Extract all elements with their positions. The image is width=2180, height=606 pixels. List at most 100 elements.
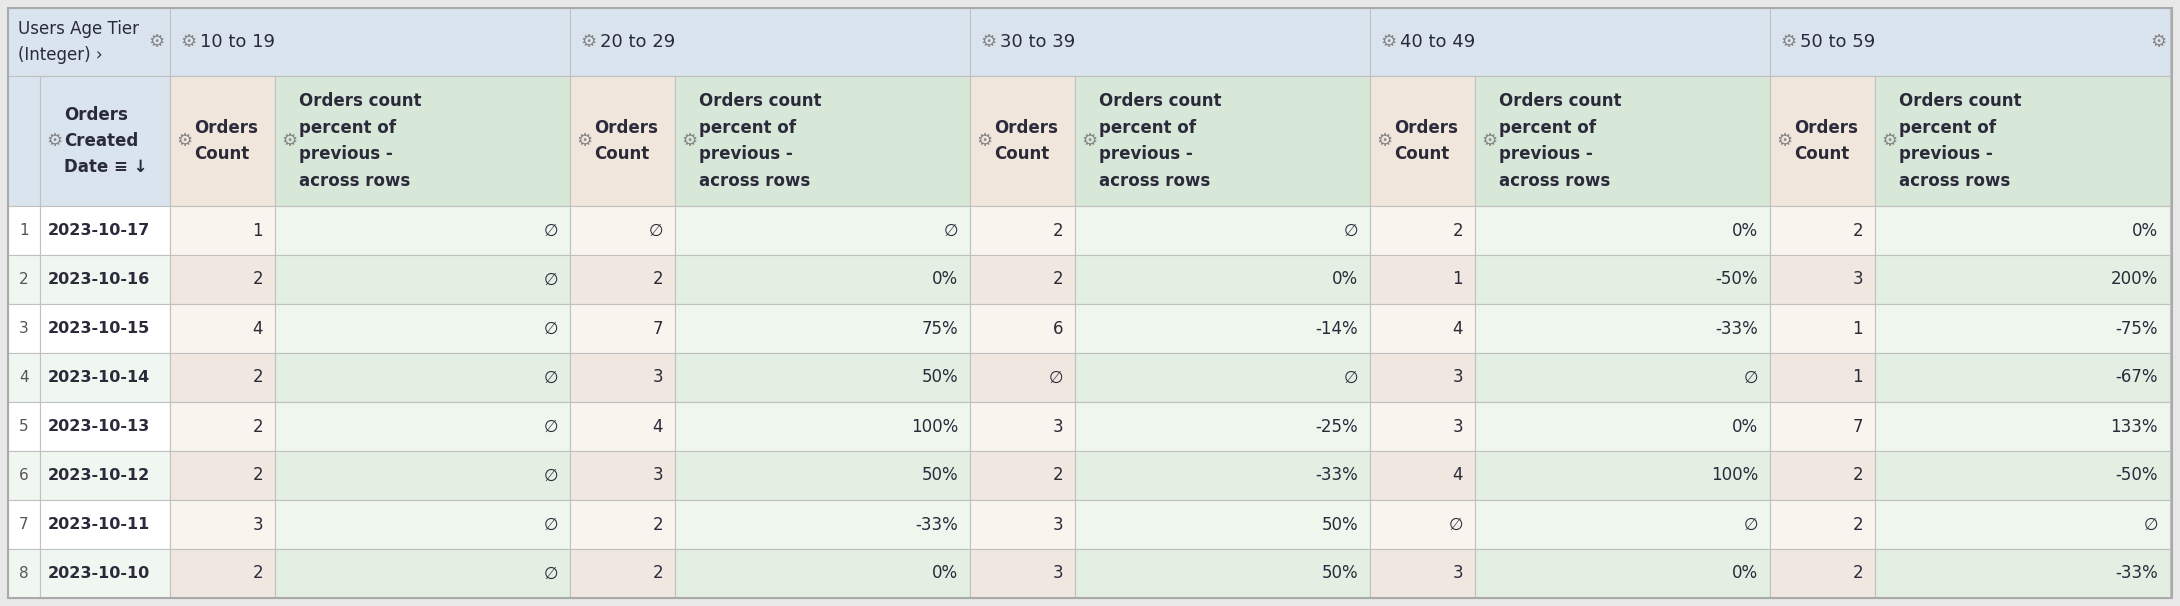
Text: ⚙: ⚙ <box>148 33 164 51</box>
Bar <box>170 549 275 598</box>
Bar <box>170 500 275 549</box>
Text: Users Age Tier
(Integer) ›: Users Age Tier (Integer) › <box>17 20 140 64</box>
Text: ⚙: ⚙ <box>580 33 595 51</box>
Text: 20 to 29: 20 to 29 <box>600 33 676 51</box>
Bar <box>569 500 676 549</box>
Text: 3: 3 <box>652 467 663 485</box>
Bar <box>970 206 1075 255</box>
Bar <box>275 451 569 500</box>
Text: ⚙: ⚙ <box>1376 132 1393 150</box>
Text: 2023-10-17: 2023-10-17 <box>48 223 150 238</box>
Bar <box>1770 402 1875 451</box>
Bar <box>1075 206 1369 255</box>
Bar <box>676 76 970 206</box>
Bar <box>275 500 569 549</box>
Text: ⚙: ⚙ <box>177 132 192 150</box>
Bar <box>569 402 676 451</box>
Text: ⚙: ⚙ <box>1777 132 1792 150</box>
Text: ⚙: ⚙ <box>1380 33 1395 51</box>
Text: 1: 1 <box>253 222 264 239</box>
Text: 0%: 0% <box>1731 222 1757 239</box>
Bar <box>39 402 170 451</box>
Text: 30 to 39: 30 to 39 <box>1001 33 1075 51</box>
Bar <box>1075 255 1369 304</box>
Bar <box>39 549 170 598</box>
Text: ⚙: ⚙ <box>46 132 61 150</box>
Text: ⚙: ⚙ <box>181 33 196 51</box>
Text: 2: 2 <box>1853 565 1864 582</box>
Text: ∅: ∅ <box>1744 368 1757 387</box>
Text: 2: 2 <box>253 467 264 485</box>
Bar <box>569 8 970 76</box>
Text: 7: 7 <box>20 517 28 532</box>
Text: ∅: ∅ <box>543 270 558 288</box>
Bar <box>170 304 275 353</box>
Text: 2: 2 <box>253 418 264 436</box>
Bar <box>9 353 39 402</box>
Text: ⚙: ⚙ <box>680 132 698 150</box>
Text: 3: 3 <box>1853 270 1864 288</box>
Text: 1: 1 <box>1853 319 1864 338</box>
Bar <box>1770 206 1875 255</box>
Bar <box>9 206 39 255</box>
Bar <box>569 353 676 402</box>
Bar <box>1075 549 1369 598</box>
Text: ⚙: ⚙ <box>1781 33 1796 51</box>
Text: 4: 4 <box>652 418 663 436</box>
Bar <box>970 500 1075 549</box>
Bar <box>1369 76 1476 206</box>
Bar <box>970 353 1075 402</box>
Bar <box>1875 500 2169 549</box>
Text: ∅: ∅ <box>543 467 558 485</box>
Text: 3: 3 <box>1053 565 1064 582</box>
Text: ⚙: ⚙ <box>1480 132 1498 150</box>
Text: 0%: 0% <box>931 270 957 288</box>
Bar <box>676 451 970 500</box>
Text: -67%: -67% <box>2115 368 2158 387</box>
Text: 3: 3 <box>20 321 28 336</box>
Bar <box>676 304 970 353</box>
Bar <box>9 304 39 353</box>
Text: -33%: -33% <box>1315 467 1358 485</box>
Text: ∅: ∅ <box>1049 368 1064 387</box>
Text: ⚙: ⚙ <box>281 132 296 150</box>
Text: 3: 3 <box>1452 418 1463 436</box>
Text: -33%: -33% <box>1716 319 1757 338</box>
Text: ∅: ∅ <box>543 565 558 582</box>
Text: 40 to 49: 40 to 49 <box>1400 33 1476 51</box>
Text: 2: 2 <box>253 270 264 288</box>
Bar <box>970 402 1075 451</box>
Bar <box>1369 451 1476 500</box>
Bar <box>676 255 970 304</box>
Text: ∅: ∅ <box>1744 516 1757 533</box>
Bar <box>1476 451 1770 500</box>
Bar <box>1369 206 1476 255</box>
Text: -50%: -50% <box>1716 270 1757 288</box>
Bar <box>970 8 1369 76</box>
Text: ⚙: ⚙ <box>1881 132 1897 150</box>
Text: 2023-10-13: 2023-10-13 <box>48 419 150 434</box>
Bar <box>1875 304 2169 353</box>
Bar <box>1476 304 1770 353</box>
Text: 3: 3 <box>1053 516 1064 533</box>
Text: 2: 2 <box>253 565 264 582</box>
Text: Orders count
percent of
previous -
across rows: Orders count percent of previous - acros… <box>1899 92 2021 190</box>
Bar <box>9 500 39 549</box>
Text: Orders
Count: Orders Count <box>593 119 658 163</box>
Text: 8: 8 <box>20 566 28 581</box>
Text: 50 to 59: 50 to 59 <box>1801 33 1875 51</box>
Bar <box>170 402 275 451</box>
Text: 3: 3 <box>652 368 663 387</box>
Bar <box>39 255 170 304</box>
Text: Orders
Count: Orders Count <box>194 119 257 163</box>
Text: 2: 2 <box>1853 516 1864 533</box>
Bar <box>275 255 569 304</box>
Text: -33%: -33% <box>916 516 957 533</box>
Bar <box>9 76 39 206</box>
Bar <box>1369 8 1770 76</box>
Bar <box>1875 353 2169 402</box>
Text: 1: 1 <box>20 223 28 238</box>
Bar <box>1770 353 1875 402</box>
Text: 4: 4 <box>1452 319 1463 338</box>
Text: 2: 2 <box>253 368 264 387</box>
